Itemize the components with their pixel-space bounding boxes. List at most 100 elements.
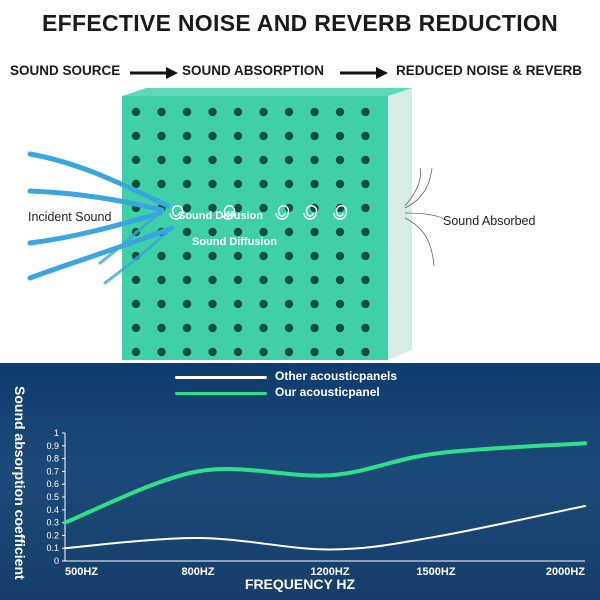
foam-holes [131, 107, 370, 357]
foam-hole [157, 179, 166, 189]
foam-hole [310, 347, 319, 357]
foam-hole [208, 347, 217, 357]
foam-hole [131, 275, 141, 285]
foam-hole [182, 131, 192, 141]
y-tick-label: 0.1 [46, 543, 59, 553]
foam-hole [335, 107, 345, 117]
foam-hole [335, 299, 345, 309]
foam-hole [233, 179, 243, 189]
spiral-icon [333, 205, 348, 220]
foam-hole [284, 155, 294, 165]
legend-swatch-ours [175, 392, 267, 395]
foam-hole [310, 155, 319, 165]
foam-hole [259, 155, 268, 165]
foam-hole [182, 203, 192, 213]
foam-hole [284, 203, 294, 213]
foam-hole [310, 203, 319, 213]
foam-hole [310, 299, 319, 309]
x-tick-label: 800HZ [181, 566, 214, 578]
foam-hole [131, 179, 141, 189]
foam-hole [208, 299, 217, 309]
x-tick-label: 500HZ [65, 566, 98, 578]
flow-step-absorption: SOUND ABSORPTION [182, 63, 325, 78]
flow-step-reduced: REDUCED NOISE & REVERB [396, 63, 583, 78]
legend-label-other: Other acousticpanels [275, 369, 398, 383]
foam-hole [335, 227, 345, 237]
foam-hole [233, 299, 243, 309]
foam-hole [182, 251, 192, 261]
foam-hole [182, 299, 192, 309]
foam-hole [182, 155, 192, 165]
foam-hole [259, 179, 268, 189]
y-tick-label: 0.4 [46, 505, 59, 515]
foam-hole [335, 179, 345, 189]
y-tick-label: 0.8 [46, 454, 59, 464]
foam-hole [182, 323, 192, 333]
foam-hole [208, 203, 217, 213]
sound-diffusion-label-2: Sound Diffusion [192, 236, 277, 248]
foam-hole [233, 347, 243, 357]
foam-hole [259, 131, 268, 141]
foam-hole [310, 179, 319, 189]
foam-hole [131, 155, 141, 165]
foam-hole [182, 227, 192, 237]
spiral-icon [303, 205, 318, 220]
foam-hole [233, 251, 243, 261]
foam-hole [361, 299, 370, 309]
foam-hole [208, 323, 217, 333]
foam-hole [131, 131, 141, 141]
x-tick-label: 2000HZ [546, 566, 585, 578]
foam-hole [310, 323, 319, 333]
foam-hole [310, 131, 319, 141]
y-tick-label: 0.5 [46, 492, 59, 502]
foam-side-face [388, 88, 412, 360]
sound-absorbed-label: Sound Absorbed [443, 214, 536, 228]
foam-hole [233, 131, 243, 141]
foam-hole [157, 131, 166, 141]
foam-hole [284, 347, 294, 357]
foam-hole [284, 299, 294, 309]
foam-hole [131, 107, 141, 117]
foam-hole [157, 299, 166, 309]
foam-hole [259, 323, 268, 333]
foam-hole [361, 155, 370, 165]
foam-hole [233, 203, 243, 213]
y-tick-label: 0.2 [46, 530, 59, 540]
foam-hole [259, 347, 268, 357]
flow-step-source: SOUND SOURCE [10, 63, 121, 78]
foam-hole [259, 251, 268, 261]
foam-hole [182, 275, 192, 285]
foam-hole [284, 179, 294, 189]
foam-hole [284, 275, 294, 285]
foam-hole [335, 251, 345, 261]
foam-hole [182, 107, 192, 117]
series-line-ours [63, 441, 587, 525]
foam-hole [259, 203, 268, 213]
foam-hole [157, 107, 166, 117]
foam-hole [208, 131, 217, 141]
foam-panel-illustration [27, 88, 446, 360]
foam-hole [361, 131, 370, 141]
foam-hole [361, 275, 370, 285]
arrow-right-icon [340, 67, 388, 79]
foam-hole [259, 275, 268, 285]
foam-hole [361, 107, 370, 117]
foam-hole [233, 155, 243, 165]
incident-sound-label: Incident Sound [28, 210, 112, 224]
foam-hole [310, 275, 319, 285]
foam-hole [131, 347, 141, 357]
foam-hole [131, 323, 141, 333]
foam-hole [157, 155, 166, 165]
series-line-other [64, 504, 586, 551]
absorption-chart: Other acousticpanels Our acousticpanel S… [0, 363, 600, 600]
incident-sound-waves [27, 151, 175, 285]
foam-diagram: Incident Sound Sound Diffusion Sound Dif… [0, 88, 600, 363]
foam-hole [157, 347, 166, 357]
foam-hole [208, 107, 217, 117]
foam-hole [157, 275, 166, 285]
x-tick-label: 1200HZ [310, 566, 349, 578]
y-tick-label: 0.6 [46, 479, 59, 489]
foam-hole [182, 347, 192, 357]
foam-hole [335, 323, 345, 333]
y-tick-label: 1 [54, 428, 59, 438]
